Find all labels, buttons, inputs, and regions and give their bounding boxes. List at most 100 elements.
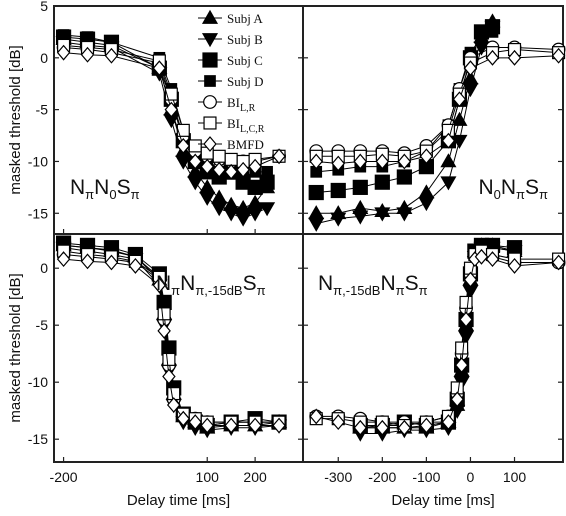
- panel-bottom-right-frame: [302, 233, 564, 463]
- panel-top-right-series-2-point-2: [352, 179, 368, 195]
- panel-top-right-label: N0NπSπ: [478, 176, 548, 202]
- legend-entry-0-marker: [201, 9, 219, 24]
- panel-top-right-series-1-point-5: [418, 197, 435, 212]
- panel-bottom-right-series-6: [309, 248, 566, 436]
- panel-bottom-left-series-6-point-9: [188, 414, 202, 431]
- panel-bottom-right-series-2: [352, 237, 523, 434]
- panel-bottom-right-series-6-point-14: [507, 257, 522, 274]
- legend-entry-3-label: Subj D: [227, 74, 263, 89]
- panel-top-left-label: NπN0Sπ: [70, 176, 140, 202]
- panel-bottom-right-series-6-point-15: [551, 254, 566, 271]
- panel-bottom-left-series-6: [56, 251, 286, 434]
- panel-bottom-right-series-6-point-12: [474, 248, 489, 265]
- panel-bottom-left-ylabel: masked threshold [dB]: [7, 273, 24, 422]
- panel-top-right-series-1-point-4: [396, 207, 413, 222]
- panel-top-left-series-6-point-9: [224, 163, 238, 180]
- legend-entry-4-label: BIL,R: [227, 95, 256, 114]
- panel-bottom-left-series-6-point-0: [56, 251, 71, 268]
- panel-bottom-right-xtick-label-1: -200: [368, 469, 396, 485]
- panel-bottom-right-series-5-point-9: [459, 295, 473, 309]
- panel-bottom-left-series-6-point-6: [162, 368, 176, 385]
- panel-top-left-series-0-point-11: [247, 194, 264, 209]
- panel-top-left-ytick-label-3: -10: [28, 153, 48, 169]
- panel-top-right-series-4: [309, 40, 566, 161]
- panel-top-right-series-1-point-0: [308, 217, 325, 232]
- panel-top-left-series-1-point-7: [199, 191, 216, 206]
- panel-top-right-series-2-point-1: [330, 182, 346, 199]
- panel-top-left-ytick-label-4: -15: [28, 205, 48, 221]
- panel-bottom-left-series-6-point-2: [104, 254, 119, 271]
- panel-bottom-right-series-6-point-3: [375, 419, 390, 436]
- panel-top-left-series-1-point-6: [187, 176, 204, 191]
- panel-top-left-series-6-point-7: [200, 158, 214, 175]
- panel-bottom-right-series-6-point-4: [397, 419, 412, 436]
- panel-bottom-left-series-6-point-5: [157, 322, 171, 339]
- legend-entry-6-label: BMFD: [227, 137, 264, 152]
- legend-entry-2-label: Subj C: [227, 53, 263, 68]
- panel-top-right-series-2-point-4: [396, 169, 412, 185]
- panel-bottom-left-series-6-point-7: [166, 397, 181, 413]
- panel-top-left-series-6-point-6: [188, 153, 202, 170]
- panel-top-right-series-6-line: [316, 55, 559, 165]
- panel-bottom-left-series-6-point-12: [248, 417, 262, 434]
- panel-top-left-series-5-point-9: [224, 152, 238, 166]
- panel-top-right-series-0-point-6: [440, 153, 457, 168]
- panel-bottom-right-series-6-point-7: [450, 391, 464, 408]
- panel-top-right-series-6-point-4: [397, 153, 412, 170]
- panel-top-right-series-6-point-6: [441, 132, 456, 149]
- legend-entry-5-marker: [203, 116, 217, 130]
- panel-top-left-series-6-point-5: [176, 137, 191, 154]
- panel-bottom-left-xtick-label-0: -200: [50, 469, 78, 485]
- panel-top-left-series-6-point-11: [248, 158, 262, 175]
- legend: Subj A Subj B Subj C Subj D BIL,R BIL,C,R BMFD: [198, 9, 265, 152]
- panel-bottom-right-series-6-point-6: [441, 414, 456, 431]
- panel-top-right-series-1-point-2: [352, 210, 369, 225]
- panel-top-left-series-6-point-10: [236, 161, 250, 178]
- panel-top-right-series-3-point-9: [475, 31, 488, 43]
- panel-bottom-right-series-6-point-2: [353, 419, 368, 436]
- panel-bottom-right-label: Nπ,-15dBNπSπ: [318, 272, 428, 298]
- panel-bottom-right-series-6-point-10: [463, 271, 478, 288]
- panel-bottom-left-xtick-label-1: 100: [196, 469, 220, 485]
- panel-top-right-series-0-point-0: [308, 205, 325, 220]
- panel-top-left-series-5-point-8: [212, 149, 226, 163]
- panel-top-left-series-5-point-5: [176, 123, 190, 137]
- panel-bottom-right-xtick-label-0: -300: [324, 469, 352, 485]
- panel-top-left-ytick-label-0: 5: [40, 0, 48, 14]
- panel-top-left-ylabel: masked threshold [dB]: [7, 45, 24, 194]
- data-layer: [55, 13, 566, 442]
- panel-bottom-right-series-6-point-13: [485, 251, 500, 268]
- legend-entry-3-marker: [204, 75, 216, 87]
- panel-top-right-series-1: [308, 20, 501, 232]
- panel-top-right-series-1-point-3: [374, 207, 391, 222]
- panel-bottom-left-ytick-label-1: -5: [36, 317, 49, 333]
- panel-bottom-left-series-5-point-6: [162, 352, 176, 366]
- panel-top-right-series-6-point-2: [353, 153, 368, 170]
- panel-top-left-series-3-point-12: [261, 165, 273, 178]
- panel-top-right-series-1-point-6: [440, 176, 457, 191]
- panel-top-left-series-1-point-12: [259, 202, 276, 217]
- panel-top-left-series-6-point-12: [272, 148, 286, 165]
- legend-entry-0-label: Subj A: [227, 11, 263, 26]
- panel-bottom-right-series-6-point-9: [459, 311, 473, 328]
- panel-top-left-series-1-point-5: [175, 155, 192, 170]
- panel-bottom-right-xlabel: Delay time [ms]: [391, 492, 494, 509]
- legend-entry-6-marker: [203, 136, 217, 152]
- panel-bottom-left-series-6-point-13: [272, 417, 286, 434]
- panel-bottom-left-xlabel: Delay time [ms]: [127, 492, 230, 509]
- panel-top-left-ytick-label-2: -5: [36, 102, 49, 118]
- legend-entry-5-label: BIL,C,R: [227, 116, 265, 135]
- panel-top-left-series-5-point-6: [188, 139, 202, 153]
- panel-top-left-series-6-point-0: [56, 44, 71, 61]
- panel-bottom-right-series-4-line: [316, 254, 559, 423]
- panel-top-right-series-0-point-5: [418, 184, 435, 199]
- panel-top-left-series-6-point-2: [104, 47, 119, 64]
- panel-top-left-series-3-point-0: [57, 29, 70, 41]
- panel-bottom-left-series-6-point-1: [80, 253, 95, 270]
- panel-top-left-series-6-point-3: [152, 60, 167, 77]
- panel-top-right-series-1-point-8: [462, 83, 479, 98]
- panel-bottom-left-ytick-label-3: -15: [28, 431, 48, 447]
- panel-bottom-right-series-0: [352, 237, 523, 434]
- panel-top-right-series-6-point-10: [507, 49, 522, 66]
- panel-top-left-series-3-point-1: [81, 31, 94, 43]
